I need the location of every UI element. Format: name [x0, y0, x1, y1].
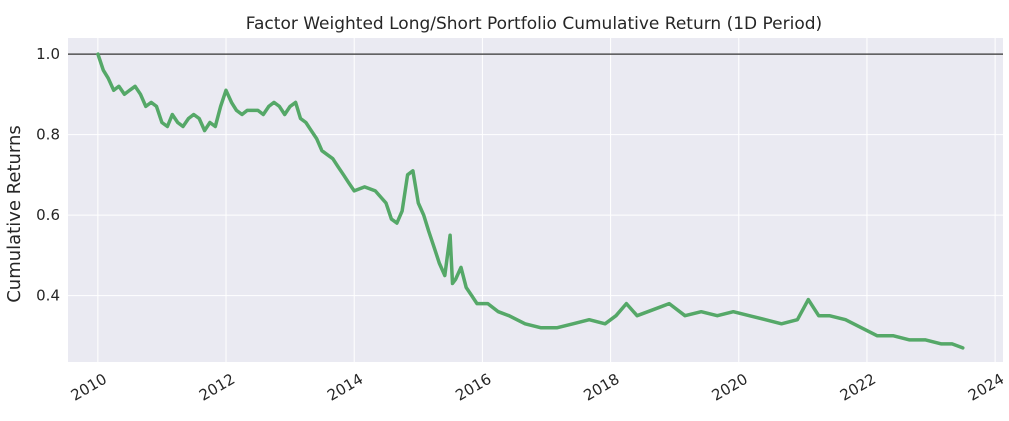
chart-title: Factor Weighted Long/Short Portfolio Cum… [246, 14, 822, 34]
x-tick-label: 2024 [965, 370, 1007, 405]
x-tick-label: 2014 [324, 370, 366, 405]
x-tick-label: 2020 [709, 370, 751, 405]
y-tick-label: 0.8 [36, 126, 60, 144]
x-tick-label: 2022 [837, 370, 879, 405]
plot-background [68, 38, 1003, 362]
y-tick-label: 0.4 [36, 287, 60, 305]
x-tick-label: 2018 [581, 370, 623, 405]
x-tick-label: 2016 [452, 370, 494, 405]
y-tick-label: 0.6 [36, 206, 60, 224]
series-line [96, 52, 965, 350]
x-tick-label: 2012 [196, 370, 238, 405]
y-tick-label: 1.0 [36, 45, 60, 63]
y-axis-label: Cumulative Returns [4, 125, 25, 303]
x-tick-label: 2010 [68, 370, 110, 405]
